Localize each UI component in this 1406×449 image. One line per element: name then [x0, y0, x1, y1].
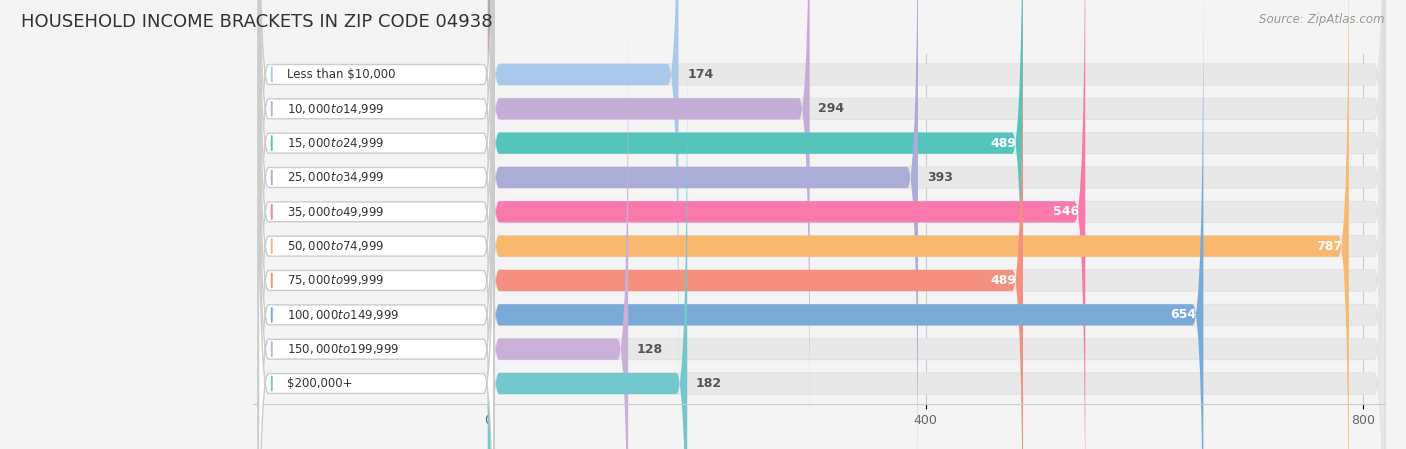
Text: Less than $10,000: Less than $10,000 — [287, 68, 395, 81]
FancyBboxPatch shape — [259, 16, 494, 449]
FancyBboxPatch shape — [488, 17, 1385, 449]
FancyBboxPatch shape — [488, 0, 1385, 441]
FancyBboxPatch shape — [488, 0, 1385, 449]
FancyBboxPatch shape — [488, 0, 1024, 449]
FancyBboxPatch shape — [259, 84, 494, 449]
Text: $25,000 to $34,999: $25,000 to $34,999 — [287, 171, 384, 185]
FancyBboxPatch shape — [488, 0, 679, 407]
FancyBboxPatch shape — [259, 0, 494, 449]
FancyBboxPatch shape — [488, 0, 1085, 449]
Text: 787: 787 — [1316, 240, 1343, 253]
FancyBboxPatch shape — [488, 0, 1385, 449]
FancyBboxPatch shape — [259, 0, 494, 408]
FancyBboxPatch shape — [259, 0, 494, 374]
FancyBboxPatch shape — [488, 0, 810, 441]
Text: Source: ZipAtlas.com: Source: ZipAtlas.com — [1260, 13, 1385, 26]
FancyBboxPatch shape — [259, 0, 494, 442]
FancyBboxPatch shape — [259, 0, 494, 449]
Text: 174: 174 — [688, 68, 713, 81]
Text: HOUSEHOLD INCOME BRACKETS IN ZIP CODE 04938: HOUSEHOLD INCOME BRACKETS IN ZIP CODE 04… — [21, 13, 492, 31]
FancyBboxPatch shape — [488, 51, 1385, 449]
Text: 182: 182 — [696, 377, 723, 390]
FancyBboxPatch shape — [488, 0, 1348, 449]
Text: $15,000 to $24,999: $15,000 to $24,999 — [287, 136, 384, 150]
FancyBboxPatch shape — [488, 0, 1385, 407]
FancyBboxPatch shape — [488, 0, 1385, 449]
FancyBboxPatch shape — [259, 0, 494, 449]
FancyBboxPatch shape — [259, 50, 494, 449]
Text: $10,000 to $14,999: $10,000 to $14,999 — [287, 102, 384, 116]
Text: $35,000 to $49,999: $35,000 to $49,999 — [287, 205, 384, 219]
Text: $200,000+: $200,000+ — [287, 377, 353, 390]
Text: 654: 654 — [1171, 308, 1197, 321]
Text: $50,000 to $74,999: $50,000 to $74,999 — [287, 239, 384, 253]
FancyBboxPatch shape — [488, 17, 628, 449]
FancyBboxPatch shape — [488, 0, 1385, 449]
Text: 546: 546 — [1053, 205, 1078, 218]
Text: $150,000 to $199,999: $150,000 to $199,999 — [287, 342, 399, 356]
Text: $75,000 to $99,999: $75,000 to $99,999 — [287, 273, 384, 287]
Text: 489: 489 — [990, 274, 1017, 287]
FancyBboxPatch shape — [488, 0, 1385, 449]
FancyBboxPatch shape — [488, 0, 918, 449]
FancyBboxPatch shape — [259, 0, 494, 449]
Text: 294: 294 — [818, 102, 845, 115]
Text: 128: 128 — [637, 343, 664, 356]
Text: $100,000 to $149,999: $100,000 to $149,999 — [287, 308, 399, 322]
FancyBboxPatch shape — [488, 51, 688, 449]
Text: 489: 489 — [990, 136, 1017, 150]
FancyBboxPatch shape — [488, 0, 1204, 449]
FancyBboxPatch shape — [488, 0, 1385, 449]
FancyBboxPatch shape — [488, 0, 1024, 449]
Text: 393: 393 — [927, 171, 953, 184]
